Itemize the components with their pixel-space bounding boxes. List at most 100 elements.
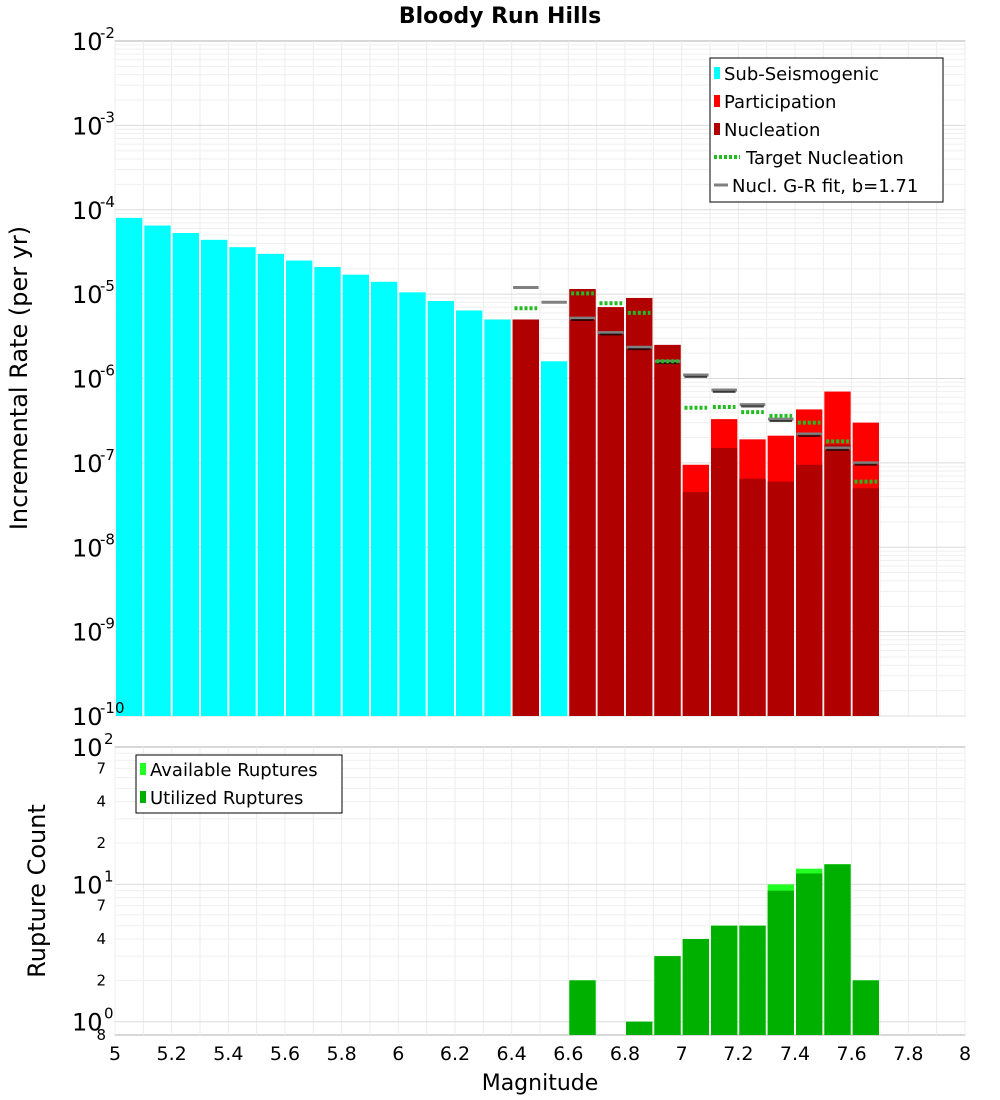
rate-y-tick-exponent-4: -4 <box>100 193 115 211</box>
count-y-minor-tick-4: 2 <box>96 834 106 852</box>
legend-swatch-subseismogenic <box>714 67 720 79</box>
subseismogenic-bar-6 <box>286 260 313 716</box>
subseismogenic-bar-9 <box>371 281 398 716</box>
count-y-minor-tick-1: 2 <box>96 971 106 989</box>
x-tick-label-5: 5 <box>109 1043 121 1065</box>
nucleation-bar-2 <box>597 307 624 716</box>
count-legend: Available Ruptures Utilized Ruptures <box>135 754 343 814</box>
nucleation-bar-10 <box>824 444 851 716</box>
utilized-ruptures-bar-6 <box>767 890 794 1035</box>
rate-y-tick-base-3: 10 <box>72 112 103 140</box>
nucleation-bar-11 <box>852 488 879 716</box>
utilized-ruptures-bar-3 <box>682 939 709 1035</box>
nucleation-bar-3 <box>626 297 653 716</box>
legend-swatch-available <box>140 763 146 775</box>
count-legend-box <box>135 754 343 814</box>
utilized-ruptures-bar-1 <box>626 1021 653 1035</box>
rate-legend: Sub-Seismogenic Participation Nucleation… <box>709 57 944 203</box>
rate-y-tick-exponent-10: -10 <box>100 699 125 717</box>
nucleation-bar-5 <box>682 492 709 716</box>
rate-y-tick-exponent-7: -7 <box>100 446 115 464</box>
x-tick-label-7: 7 <box>676 1043 688 1065</box>
nucleation-bar-1 <box>569 289 596 716</box>
rate-y-tick-exponent-8: -8 <box>100 530 115 548</box>
subseismogenic-bar-3 <box>201 239 228 716</box>
x-tick-label-6-8: 6.8 <box>610 1043 640 1065</box>
nucleation-bar-9 <box>796 464 823 716</box>
utilized-ruptures-bar-4 <box>711 925 738 1035</box>
rate-lines <box>513 285 879 484</box>
count-y-minor-tick-2: 4 <box>96 930 106 948</box>
subseismogenic-bar-8 <box>342 274 369 716</box>
subseismogenic-bar-10 <box>399 292 426 716</box>
rate-legend-box <box>709 57 944 203</box>
x-tick-label-5-8: 5.8 <box>327 1043 357 1065</box>
rate-y-tick-base-2: 10 <box>72 28 103 56</box>
x-tick-label-6-6: 6.6 <box>553 1043 583 1065</box>
x-tick-label-5-6: 5.6 <box>270 1043 300 1065</box>
count-y-tick-base-2: 10 <box>72 734 103 762</box>
count-y-tick-exponent-1: 1 <box>104 867 114 885</box>
count-y-tick-base-0: 10 <box>72 1009 103 1037</box>
count-y-minor-tick-0: 8 <box>96 1026 106 1044</box>
legend-label-nucleation: Nucleation <box>724 120 820 141</box>
legend-label-participation: Participation <box>724 92 836 113</box>
rate-y-tick-base-4: 10 <box>72 197 103 225</box>
subseismogenic-bar-2 <box>172 233 199 716</box>
subseismogenic-bar-5 <box>257 253 284 716</box>
nucleation-bar-7 <box>739 478 766 716</box>
subseismogenic-bar-4 <box>229 247 256 716</box>
utilized-ruptures-bar-7 <box>796 873 823 1035</box>
legend-label-gr-fit: Nucl. G-R fit, b=1.71 <box>732 176 918 197</box>
x-tick-label-6-2: 6.2 <box>440 1043 470 1065</box>
rate-bars <box>116 217 879 716</box>
subseismogenic-bar-14 <box>541 361 568 716</box>
legend-label-subseismogenic: Sub-Seismogenic <box>724 64 879 85</box>
utilized-ruptures-bar-9 <box>852 980 879 1035</box>
rate-y-tick-exponent-6: -6 <box>100 362 115 380</box>
x-tick-label-5-2: 5.2 <box>157 1043 187 1065</box>
subseismogenic-bar-7 <box>314 266 341 716</box>
rate-y-axis-label: Incremental Rate (per yr) <box>5 226 33 530</box>
utilized-ruptures-bar-5 <box>739 925 766 1035</box>
count-y-axis-label: Rupture Count <box>23 804 51 978</box>
x-axis-label: Magnitude <box>482 1071 599 1096</box>
count-y-tick-exponent-0: 0 <box>104 1005 114 1023</box>
nucleation-bar-0 <box>512 319 539 716</box>
legend-label-utilized: Utilized Ruptures <box>150 788 303 809</box>
x-tick-label-5-4: 5.4 <box>213 1043 243 1065</box>
x-tick-label-7-2: 7.2 <box>723 1043 753 1065</box>
x-tick-label-7-6: 7.6 <box>837 1043 867 1065</box>
rate-y-tick-base-9: 10 <box>72 619 103 647</box>
legend-swatch-participation <box>714 95 720 107</box>
count-y-tick-base-1: 10 <box>72 871 103 899</box>
nucleation-bar-8 <box>767 481 794 716</box>
legend-label-available: Available Ruptures <box>150 760 318 781</box>
subseismogenic-bar-1 <box>144 225 171 716</box>
utilized-ruptures-bar-8 <box>824 864 851 1035</box>
utilized-ruptures-bar-2 <box>654 956 681 1035</box>
x-tick-label-8: 8 <box>959 1043 971 1065</box>
subseismogenic-bar-13 <box>484 319 511 716</box>
rate-y-tick-exponent-3: -3 <box>100 108 115 126</box>
x-tick-label-7-4: 7.4 <box>780 1043 810 1065</box>
count-y-tick-exponent-2: 2 <box>104 730 114 748</box>
rate-y-tick-base-5: 10 <box>72 281 103 309</box>
count-y-minor-tick-5: 4 <box>96 793 106 811</box>
x-axis-ticks: 5 5.2 5.4 5.6 5.8 6 6.2 6.4 6.6 6.8 7 7.2 7.4 7.6 7.8 8 <box>109 1043 971 1065</box>
nucleation-bar-6 <box>711 448 738 716</box>
subseismogenic-bar-0 <box>116 217 143 716</box>
x-tick-label-7-8: 7.8 <box>893 1043 923 1065</box>
rate-y-tick-base-7: 10 <box>72 450 103 478</box>
legend-label-target-nucleation: Target Nucleation <box>745 148 904 169</box>
rate-y-tick-exponent-2: -2 <box>100 24 115 42</box>
legend-swatch-utilized <box>140 791 146 803</box>
nucleation-bar-4 <box>654 344 681 716</box>
subseismogenic-bar-11 <box>427 300 454 716</box>
x-tick-label-6-4: 6.4 <box>497 1043 527 1065</box>
x-tick-label-6: 6 <box>392 1043 404 1065</box>
